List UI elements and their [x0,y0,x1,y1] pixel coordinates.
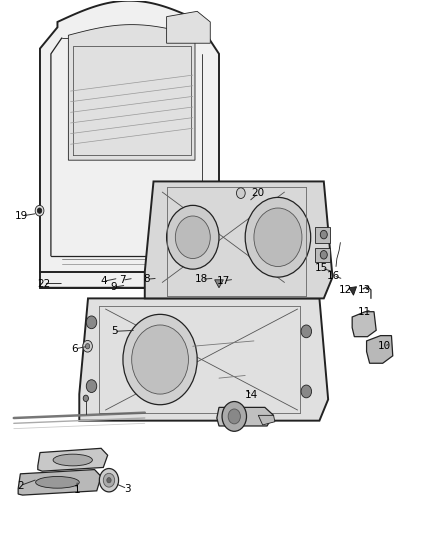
Polygon shape [349,287,357,295]
Text: 6: 6 [71,344,78,354]
Circle shape [175,216,210,259]
Text: 2: 2 [17,481,24,490]
Text: 1: 1 [74,485,81,495]
Circle shape [245,197,311,277]
Circle shape [222,401,247,431]
Polygon shape [217,407,274,426]
Text: 16: 16 [327,271,340,280]
Polygon shape [352,312,376,337]
Circle shape [301,385,311,398]
Text: 13: 13 [357,285,371,295]
Text: 20: 20 [252,188,265,198]
Text: 14: 14 [245,390,258,400]
Text: 12: 12 [339,285,352,295]
Circle shape [254,208,302,266]
Polygon shape [258,415,275,425]
Text: 4: 4 [100,277,106,286]
Polygon shape [145,181,332,298]
Ellipse shape [35,477,79,488]
Text: 5: 5 [111,326,117,336]
Polygon shape [18,470,101,495]
Circle shape [107,478,111,483]
Text: 3: 3 [124,484,131,494]
Polygon shape [38,448,108,471]
Text: 15: 15 [315,263,328,273]
Circle shape [320,230,327,239]
Text: 8: 8 [144,274,150,284]
Polygon shape [315,248,330,262]
Circle shape [86,379,97,392]
Text: 18: 18 [195,274,208,284]
Circle shape [99,469,119,492]
Text: 17: 17 [217,276,230,286]
Circle shape [123,314,197,405]
Circle shape [86,316,97,329]
Circle shape [35,205,44,216]
Circle shape [83,395,88,401]
Circle shape [83,341,92,352]
Polygon shape [215,280,223,288]
Circle shape [320,251,327,259]
Polygon shape [315,227,330,243]
Circle shape [132,325,188,394]
Circle shape [237,188,245,198]
Text: 9: 9 [110,282,117,292]
Text: 10: 10 [378,341,391,351]
Circle shape [166,205,219,269]
Circle shape [228,409,240,424]
Circle shape [85,344,90,349]
Polygon shape [68,25,195,160]
Polygon shape [166,11,210,43]
Polygon shape [40,1,219,288]
Circle shape [301,325,311,338]
Polygon shape [79,298,328,421]
Text: 22: 22 [37,279,50,288]
Polygon shape [367,336,393,364]
Ellipse shape [53,454,92,466]
Text: 19: 19 [15,211,28,221]
Text: 11: 11 [357,306,371,317]
Text: 7: 7 [119,276,125,285]
Circle shape [37,208,42,213]
Circle shape [103,473,115,487]
Circle shape [195,243,204,253]
